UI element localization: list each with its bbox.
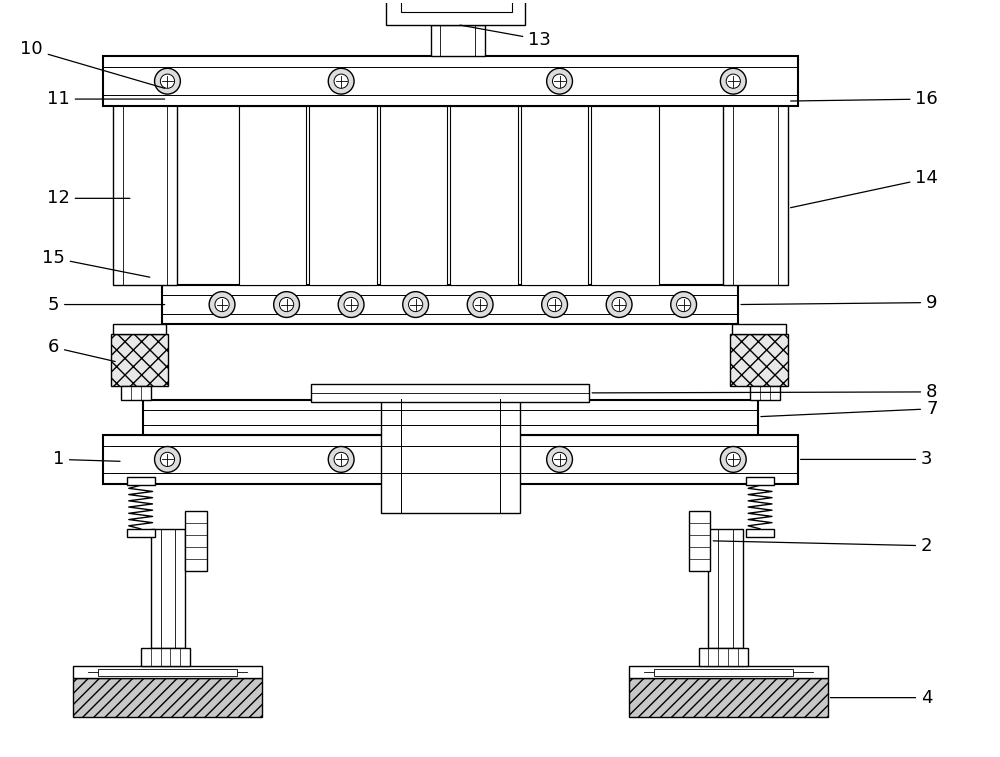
Circle shape bbox=[467, 291, 493, 317]
Bar bbox=[708, 529, 743, 648]
Bar bbox=[103, 435, 798, 484]
Bar bbox=[699, 648, 748, 666]
Bar bbox=[401, 0, 512, 11]
Bar bbox=[431, 25, 485, 56]
Bar bbox=[73, 666, 262, 678]
Bar bbox=[746, 529, 774, 537]
Circle shape bbox=[473, 298, 487, 312]
Circle shape bbox=[403, 291, 429, 317]
Text: 14: 14 bbox=[791, 170, 938, 207]
Bar bbox=[450, 106, 518, 285]
Bar bbox=[98, 669, 237, 676]
Text: 12: 12 bbox=[47, 189, 130, 207]
Text: 2: 2 bbox=[713, 537, 933, 555]
Bar bbox=[689, 511, 710, 571]
Bar bbox=[600, 106, 656, 285]
Bar bbox=[386, 0, 525, 25]
Bar bbox=[151, 529, 185, 648]
Circle shape bbox=[547, 447, 572, 472]
Bar bbox=[591, 106, 659, 285]
Bar bbox=[113, 325, 166, 335]
Bar bbox=[103, 56, 798, 106]
Text: 9: 9 bbox=[741, 294, 938, 312]
Bar bbox=[380, 106, 447, 285]
Circle shape bbox=[726, 452, 740, 466]
Circle shape bbox=[542, 291, 568, 317]
Circle shape bbox=[160, 452, 175, 466]
Circle shape bbox=[552, 74, 567, 89]
Bar bbox=[111, 335, 168, 386]
Circle shape bbox=[338, 291, 364, 317]
Bar bbox=[381, 399, 520, 513]
Bar bbox=[311, 384, 589, 402]
Text: 13: 13 bbox=[460, 25, 551, 48]
Text: 4: 4 bbox=[830, 689, 933, 706]
Circle shape bbox=[279, 298, 294, 312]
Bar bbox=[127, 477, 155, 485]
Circle shape bbox=[671, 291, 697, 317]
Text: 3: 3 bbox=[801, 450, 933, 469]
Text: 6: 6 bbox=[48, 338, 115, 362]
Bar bbox=[127, 529, 155, 537]
Bar bbox=[746, 477, 774, 485]
Text: 7: 7 bbox=[761, 400, 938, 418]
Circle shape bbox=[334, 452, 348, 466]
Circle shape bbox=[328, 447, 354, 472]
Text: 1: 1 bbox=[53, 450, 120, 469]
Circle shape bbox=[552, 452, 567, 466]
Bar bbox=[113, 101, 177, 285]
Bar bbox=[311, 106, 367, 285]
Circle shape bbox=[720, 447, 746, 472]
Circle shape bbox=[328, 68, 354, 94]
Circle shape bbox=[606, 291, 632, 317]
Bar bbox=[185, 511, 207, 571]
Bar bbox=[723, 101, 788, 285]
Bar bbox=[383, 106, 439, 285]
Circle shape bbox=[612, 298, 626, 312]
Bar bbox=[732, 325, 786, 335]
Circle shape bbox=[677, 298, 691, 312]
Bar bbox=[121, 386, 151, 400]
Bar bbox=[629, 678, 828, 718]
Circle shape bbox=[726, 74, 740, 89]
Circle shape bbox=[209, 291, 235, 317]
Text: 10: 10 bbox=[20, 40, 165, 89]
Circle shape bbox=[344, 298, 358, 312]
Bar bbox=[629, 666, 828, 678]
Bar bbox=[654, 669, 793, 676]
Bar bbox=[162, 285, 738, 325]
Circle shape bbox=[720, 68, 746, 94]
Circle shape bbox=[274, 291, 299, 317]
Bar bbox=[237, 106, 664, 285]
Text: 5: 5 bbox=[48, 295, 165, 313]
Circle shape bbox=[155, 68, 180, 94]
Circle shape bbox=[547, 68, 572, 94]
Circle shape bbox=[215, 298, 229, 312]
Bar bbox=[239, 106, 295, 285]
Circle shape bbox=[160, 74, 175, 89]
Bar bbox=[143, 400, 758, 435]
Text: 15: 15 bbox=[42, 249, 150, 277]
Bar bbox=[141, 648, 190, 666]
Bar bbox=[521, 106, 588, 285]
Bar bbox=[730, 335, 788, 386]
Circle shape bbox=[155, 447, 180, 472]
Bar bbox=[456, 106, 511, 285]
Bar bbox=[528, 106, 584, 285]
Bar bbox=[750, 386, 780, 400]
Circle shape bbox=[334, 74, 348, 89]
Text: 8: 8 bbox=[592, 383, 937, 401]
Circle shape bbox=[409, 298, 423, 312]
Bar bbox=[73, 678, 262, 718]
Text: 11: 11 bbox=[47, 90, 165, 108]
Circle shape bbox=[547, 298, 562, 312]
Text: 16: 16 bbox=[791, 90, 938, 108]
Bar bbox=[309, 106, 377, 285]
Bar bbox=[239, 106, 306, 285]
